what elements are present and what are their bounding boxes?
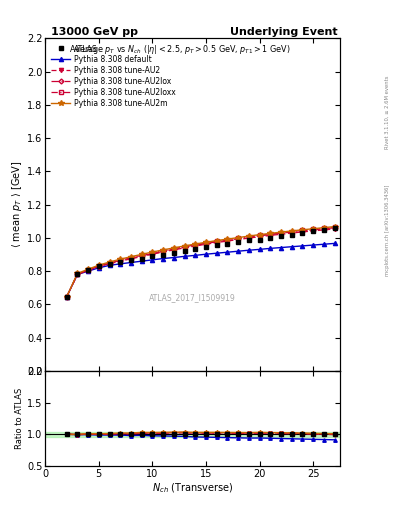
- X-axis label: $N_{ch}$ (Transverse): $N_{ch}$ (Transverse): [152, 481, 233, 495]
- Text: Average $p_T$ vs $N_{ch}$ ($|\eta| < 2.5$, $p_T > 0.5$ GeV, $p_{T1} > 1$ GeV): Average $p_T$ vs $N_{ch}$ ($|\eta| < 2.5…: [69, 44, 290, 56]
- Text: mcplots.cern.ch [arXiv:1306.3436]: mcplots.cern.ch [arXiv:1306.3436]: [385, 185, 390, 276]
- Legend: ATLAS, Pythia 8.308 default, Pythia 8.308 tune-AU2, Pythia 8.308 tune-AU2lox, Py: ATLAS, Pythia 8.308 default, Pythia 8.30…: [49, 42, 178, 111]
- Text: Underlying Event: Underlying Event: [230, 27, 338, 37]
- Text: 13000 GeV pp: 13000 GeV pp: [51, 27, 138, 37]
- Y-axis label: Ratio to ATLAS: Ratio to ATLAS: [15, 388, 24, 449]
- Text: Rivet 3.1.10, ≥ 2.6M events: Rivet 3.1.10, ≥ 2.6M events: [385, 76, 390, 150]
- Y-axis label: $\langle$ mean $p_T$ $\rangle$ [GeV]: $\langle$ mean $p_T$ $\rangle$ [GeV]: [10, 161, 24, 248]
- Text: ATLAS_2017_I1509919: ATLAS_2017_I1509919: [149, 293, 236, 302]
